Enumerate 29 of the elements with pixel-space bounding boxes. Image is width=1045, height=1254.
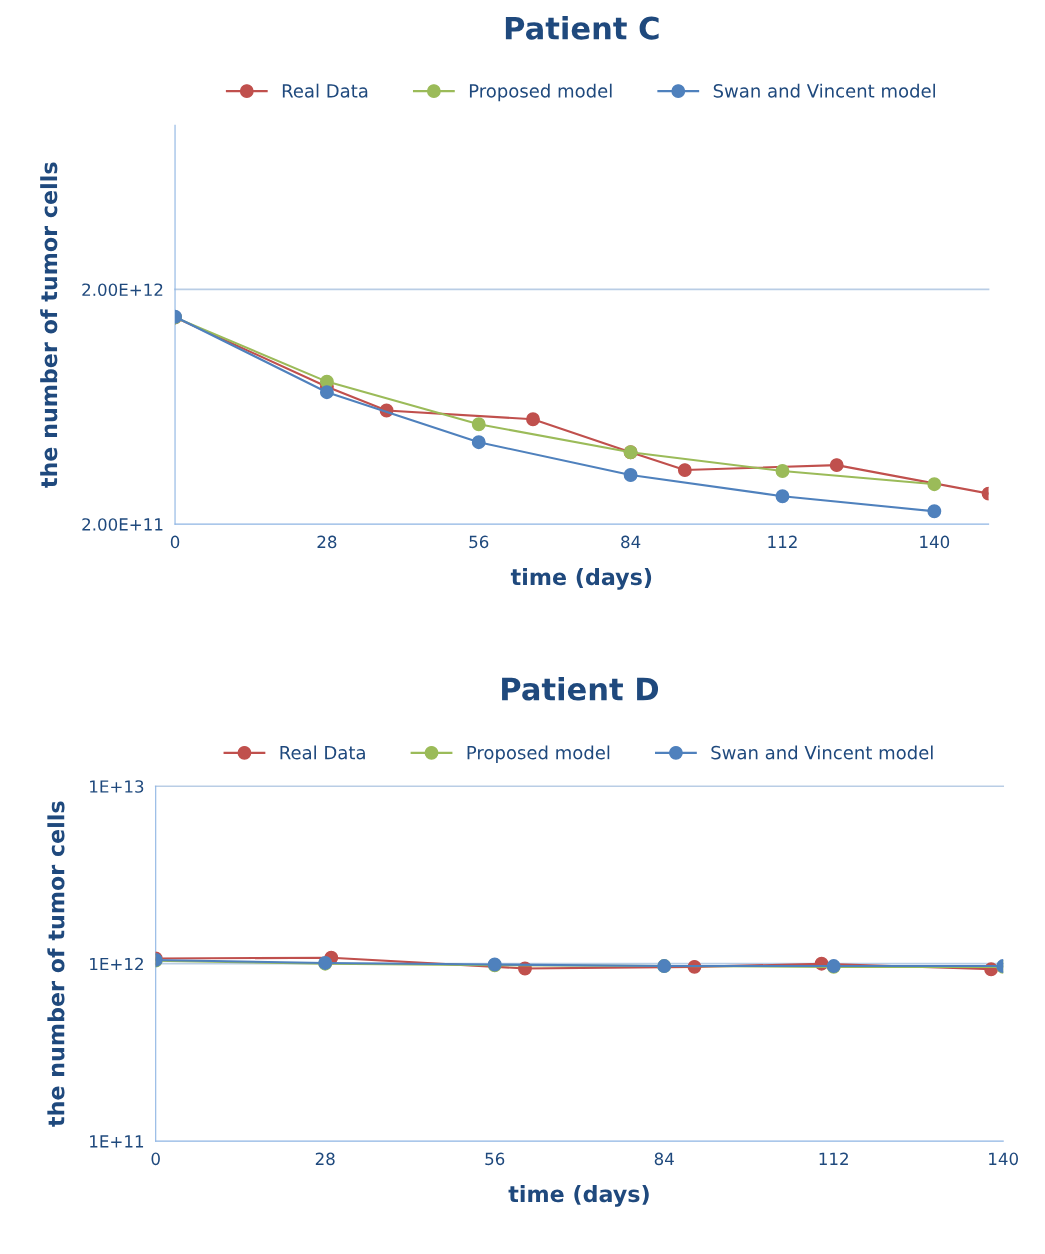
- x-tick-label: 0: [170, 535, 180, 549]
- y-axis-title: the number of tumor cells: [40, 162, 58, 488]
- x-tick-label: 112: [768, 535, 797, 548]
- y-tick-label: 1E+12: [90, 957, 143, 971]
- x-tick-label: 28: [315, 1152, 335, 1166]
- legend-label: Proposed model: [467, 745, 610, 763]
- x-tick-label: 28: [317, 535, 337, 549]
- x-tick-label: 84: [621, 535, 641, 549]
- x-tick-label: 84: [654, 1152, 674, 1166]
- y-tick-label: 2.00E+12: [82, 283, 163, 297]
- x-tick-label: 56: [485, 1152, 505, 1166]
- x-tick-label: 140: [989, 1152, 1018, 1166]
- legend-label: Swan and Vincent model: [711, 745, 933, 760]
- y-tick-label: 2.00E+11: [82, 518, 163, 531]
- legend-label: Proposed model: [469, 83, 612, 102]
- x-tick-label: 112: [819, 1152, 848, 1165]
- legend-label: Real Data: [280, 745, 365, 760]
- y-axis-title: the number of tumor cells: [47, 801, 65, 1127]
- legend-label: Real Data: [282, 83, 368, 98]
- legend-label: Swan and Vincent model: [713, 83, 935, 98]
- x-axis-title: time (days): [510, 568, 652, 590]
- y-tick-label: 1E+11: [90, 1135, 144, 1148]
- x-axis-title: time (days): [508, 1185, 649, 1207]
- x-tick-label: 56: [469, 535, 489, 549]
- y-tick-label: 1E+13: [90, 780, 144, 793]
- x-tick-label: 0: [151, 1152, 160, 1166]
- chart-title: Patient D: [502, 676, 659, 701]
- chart-title: Patient C: [505, 16, 659, 40]
- x-tick-label: 140: [920, 535, 950, 549]
